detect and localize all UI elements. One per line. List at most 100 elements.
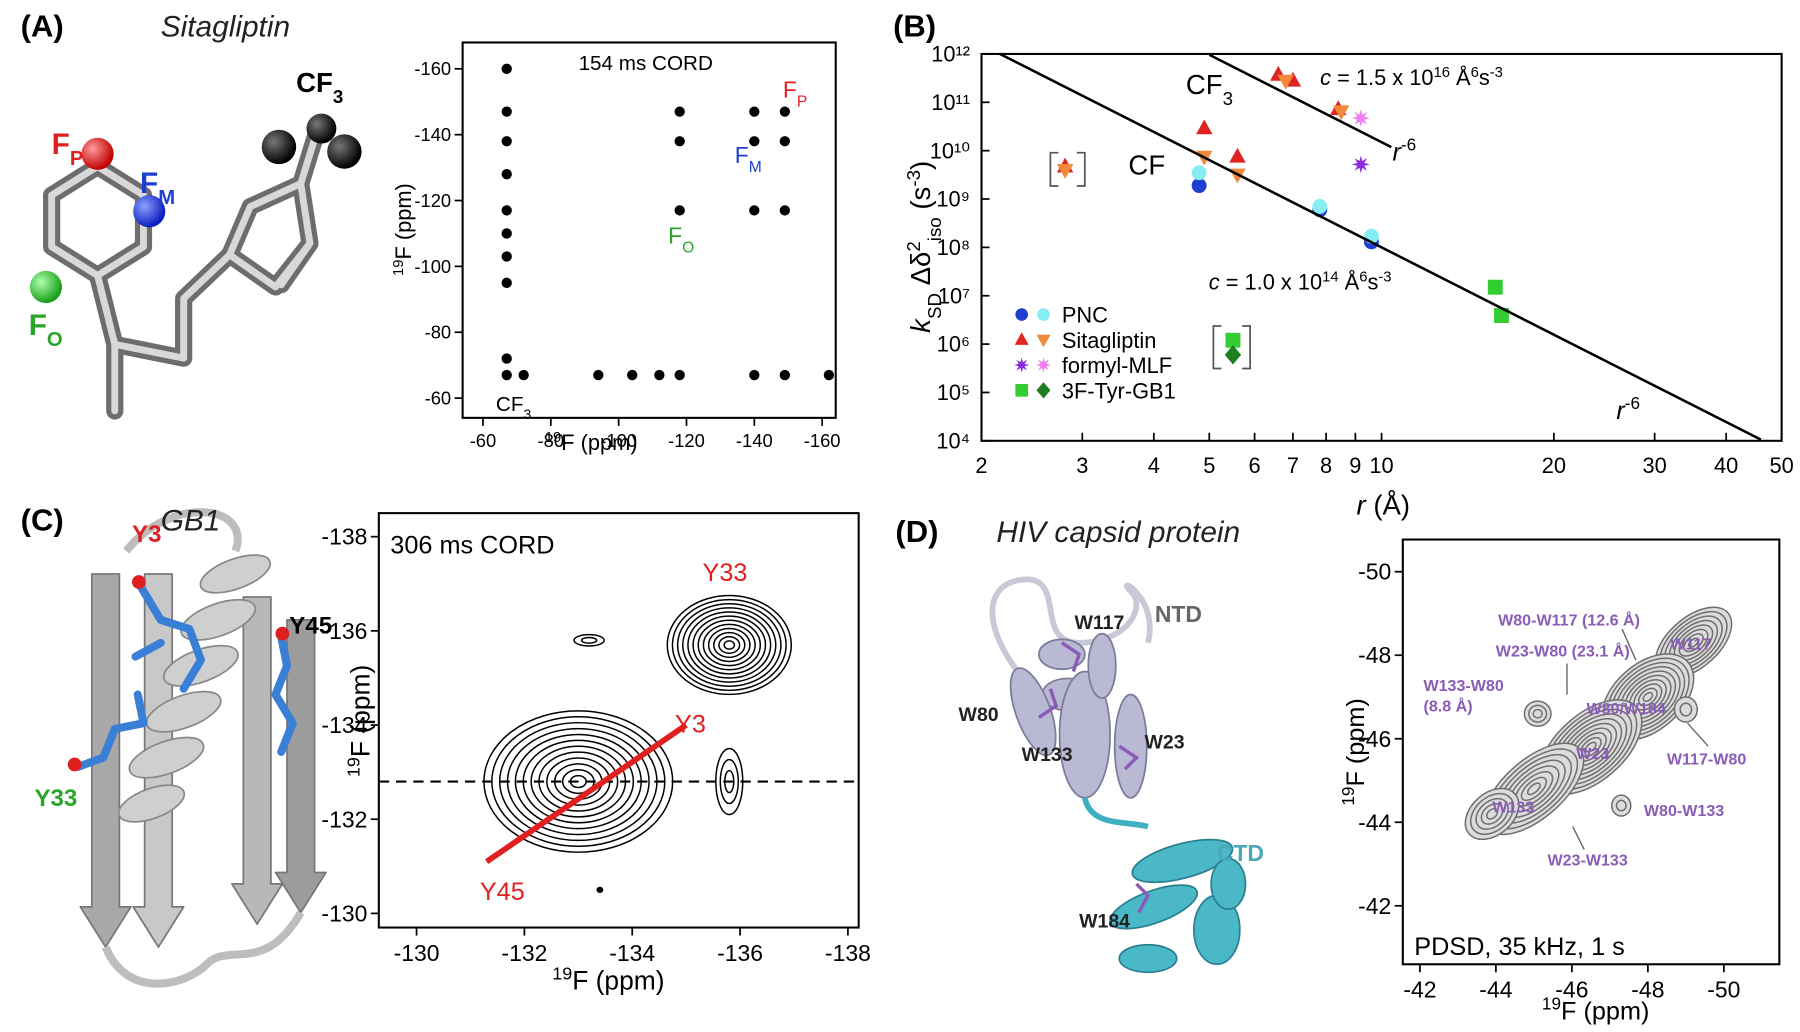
y-tick-label: -136 <box>321 618 367 644</box>
panel-label: (D) <box>895 514 938 549</box>
text-part: k <box>905 318 936 333</box>
contour <box>1615 799 1627 812</box>
marker <box>1351 109 1370 128</box>
text-part: 6 <box>1359 269 1367 285</box>
fit-label: c = 1.5 x 1016 Å6s-3 <box>1320 65 1503 90</box>
marker <box>779 106 791 117</box>
contour <box>580 636 598 644</box>
x-tick-label: 5 <box>1203 453 1215 478</box>
protein-hiv-capsid <box>989 576 1247 974</box>
marker <box>1191 178 1207 194</box>
structure-label: W23 <box>1145 731 1185 753</box>
annotation: Y45 <box>480 878 525 906</box>
text-part: F (ppm) <box>1561 997 1649 1025</box>
contour <box>1486 808 1499 820</box>
text-part: Å <box>1339 269 1360 294</box>
y-tick-label: -50 <box>1358 559 1391 585</box>
structure-label: Y33 <box>34 785 77 812</box>
text-part: CF <box>296 67 333 98</box>
text-part: = 1.5 x 10 <box>1331 65 1433 90</box>
structure-label: W184 <box>1079 911 1130 933</box>
y-tick-label: 10⁸ <box>937 235 970 260</box>
marker <box>674 106 685 117</box>
legend-marker <box>1036 382 1051 399</box>
x-tick-label: 9 <box>1349 453 1361 478</box>
chart: 2 3 4 5 6 7 8 9 10 20 30 40 50 10⁴ 10⁵ 10⁶ 10⁷ 10⁸ 10⁹ 10¹⁰… <box>902 42 1793 521</box>
text-part: F <box>668 222 682 248</box>
x-tick-label: -130 <box>394 940 440 966</box>
x-axis-label: 19F (ppm) <box>552 964 664 996</box>
fit-label: c = 1.0 x 1014 Å6s-3 <box>1209 269 1392 294</box>
contour <box>573 633 605 647</box>
fit-power-label: r-6 <box>1616 393 1640 425</box>
marker <box>501 136 512 147</box>
annotation: W80-W133 <box>1644 802 1724 820</box>
annotation: W23-W133 <box>1547 852 1627 870</box>
text-part: CF <box>496 393 524 416</box>
panel-label: (B) <box>893 9 936 44</box>
annotation: W23-W80 (23.1 Å) <box>1496 642 1630 661</box>
structure-label: NTD <box>1155 601 1202 627</box>
legend-marker <box>1035 357 1052 373</box>
marker <box>1494 308 1509 323</box>
marker <box>749 136 760 147</box>
contour <box>707 627 751 663</box>
fit-line <box>1208 53 1392 149</box>
legend-marker <box>1014 332 1029 345</box>
annotation: W133 <box>1492 799 1534 817</box>
contour <box>702 623 756 667</box>
text-part: P <box>70 148 84 170</box>
contour <box>1642 691 1654 703</box>
text-part: -3 <box>1490 65 1503 81</box>
contour <box>596 886 604 893</box>
y-tick-label: 10⁷ <box>938 283 970 308</box>
annotation: FM <box>735 142 762 175</box>
contour <box>1679 702 1693 717</box>
y-axis-label: 19F (ppm) <box>1338 698 1370 805</box>
y-tick-label: -160 <box>414 58 451 79</box>
text-part: F <box>140 167 158 200</box>
y-tick-label: -140 <box>414 124 451 145</box>
y-tick-label: 10¹⁰ <box>930 138 971 163</box>
x-tick-label: 50 <box>1770 453 1794 478</box>
text-part: 19 <box>552 964 572 984</box>
text-part: c <box>1320 65 1331 90</box>
annotation: Y3 <box>675 710 706 738</box>
marker <box>518 369 529 381</box>
text-part: F (ppm) <box>1342 698 1370 786</box>
y-tick-label: 10¹² <box>931 42 970 67</box>
text-part: (s <box>905 187 936 218</box>
x-tick-label: -48 <box>1631 977 1664 1003</box>
contour <box>723 640 736 650</box>
x-tick-label: 10 <box>1369 453 1393 478</box>
marker <box>654 369 665 381</box>
marker <box>674 136 685 147</box>
annotation: FO <box>668 222 694 255</box>
y-tick-label: 10⁵ <box>937 380 970 405</box>
structure-label: CF3 <box>296 67 343 106</box>
leader-line <box>1566 628 1709 850</box>
x-tick-label: 2 <box>975 453 987 478</box>
x-tick-label: -136 <box>717 940 763 966</box>
text-part: F (ppm) <box>391 183 416 259</box>
chart: -130 -132 -134 -136 -138 -130 -132 -134 -136 -138… <box>321 512 871 996</box>
marker <box>501 106 512 117</box>
structure-label: W117 <box>1074 612 1124 634</box>
y-tick-label: -134 <box>321 712 367 738</box>
annotation: W23 <box>1576 745 1609 763</box>
x-tick-label: -132 <box>501 940 547 966</box>
annotation: W80-W117 (12.6 Å) <box>1498 611 1640 630</box>
contour <box>682 607 777 683</box>
text-part: 19 <box>1542 993 1561 1013</box>
y-tick-label: -46 <box>1358 726 1391 752</box>
marker <box>1229 147 1246 163</box>
text-part: Δδ <box>905 252 936 293</box>
plot-frame <box>461 41 837 419</box>
x-tick-label: -100 <box>600 430 637 451</box>
fit-line <box>998 52 1762 441</box>
y-tick-label: 10¹¹ <box>931 90 970 115</box>
contour <box>719 758 740 805</box>
x-tick-label: 7 <box>1287 453 1299 478</box>
